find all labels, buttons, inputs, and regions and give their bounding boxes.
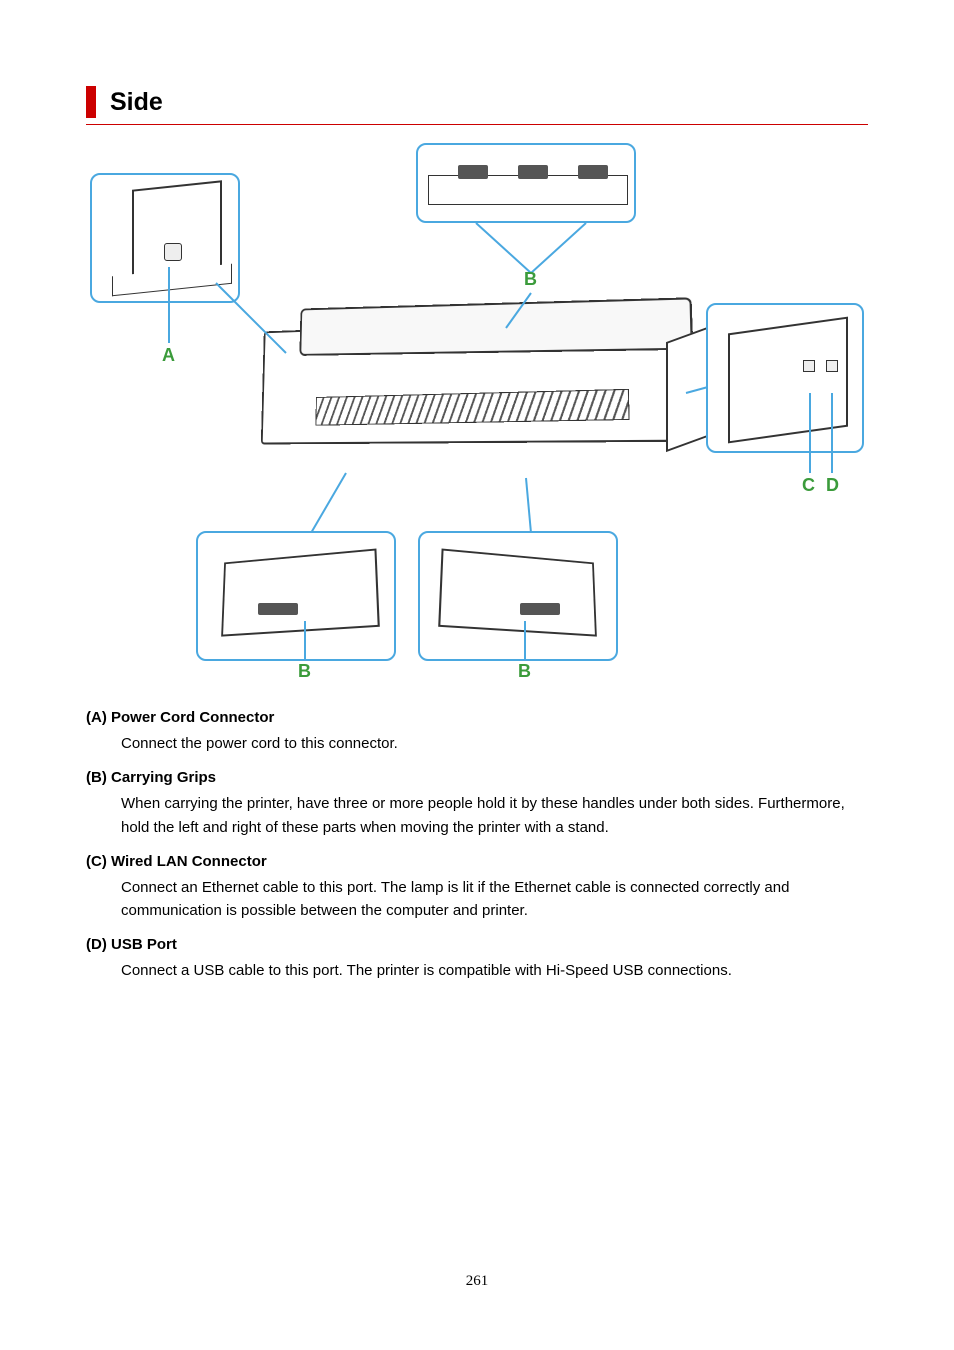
callout-power-cord	[90, 173, 240, 303]
callout-lan-usb	[706, 303, 864, 453]
definition-item: (B) Carrying Grips When carrying the pri…	[86, 769, 868, 839]
definition-item: (D) USB Port Connect a USB cable to this…	[86, 936, 868, 982]
callout-grip-under-left	[196, 531, 396, 661]
definition-term: (A) Power Cord Connector	[86, 709, 868, 726]
page-number: 261	[0, 1273, 954, 1290]
section-heading: Side	[86, 86, 868, 125]
label-c: C	[802, 475, 815, 496]
definitions-list: (A) Power Cord Connector Connect the pow…	[86, 709, 868, 983]
callout-grip-under-right	[418, 531, 618, 661]
definition-body: Connect the power cord to this connector…	[86, 732, 868, 755]
label-b-br: B	[518, 661, 531, 682]
label-d: D	[826, 475, 839, 496]
definition-term: (B) Carrying Grips	[86, 769, 868, 786]
heading-text: Side	[110, 88, 163, 117]
heading-accent-bar	[86, 86, 96, 118]
definition-body: When carrying the printer, have three or…	[86, 792, 868, 839]
callout-grips-top	[416, 143, 636, 223]
label-b-bl: B	[298, 661, 311, 682]
definition-item: (C) Wired LAN Connector Connect an Ether…	[86, 853, 868, 923]
label-a: A	[162, 345, 175, 366]
definition-term: (D) USB Port	[86, 936, 868, 953]
side-diagram: A B	[86, 143, 866, 683]
printer-main-view	[246, 283, 706, 483]
definition-body: Connect an Ethernet cable to this port. …	[86, 876, 868, 923]
usb-port-icon	[826, 360, 838, 372]
definition-term: (C) Wired LAN Connector	[86, 853, 868, 870]
definition-body: Connect a USB cable to this port. The pr…	[86, 959, 868, 982]
definition-item: (A) Power Cord Connector Connect the pow…	[86, 709, 868, 755]
lan-port-icon	[803, 360, 815, 372]
